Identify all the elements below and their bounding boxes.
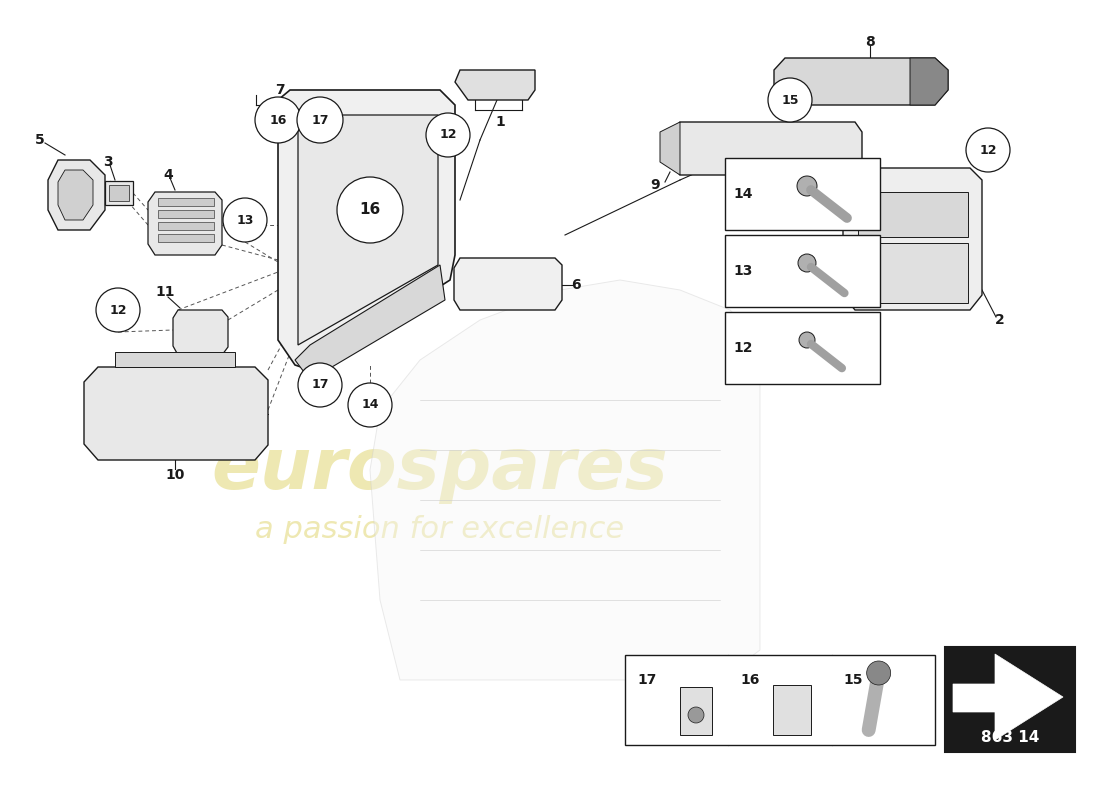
Text: 17: 17 [311,378,329,391]
Bar [858,243,968,303]
Polygon shape [278,90,455,370]
Polygon shape [84,367,268,460]
Circle shape [688,707,704,723]
Bar [680,687,712,735]
Polygon shape [173,310,228,355]
Text: 14: 14 [361,398,378,411]
Bar [158,234,214,242]
Bar [725,158,880,230]
Polygon shape [58,170,94,220]
Text: 16: 16 [270,114,287,126]
Bar [109,185,129,201]
Polygon shape [370,280,760,680]
Polygon shape [843,168,982,310]
Text: 4: 4 [163,168,173,182]
Circle shape [255,97,301,143]
Bar [773,685,812,735]
Text: 3: 3 [103,155,113,169]
Text: 13: 13 [734,264,752,278]
Text: 15: 15 [781,94,799,106]
Polygon shape [298,115,438,345]
Circle shape [798,254,816,272]
Text: 17: 17 [311,114,329,126]
Text: 2: 2 [996,313,1005,327]
Text: 8: 8 [865,35,874,49]
Text: 9: 9 [650,178,660,192]
Text: 10: 10 [165,468,185,482]
Polygon shape [660,122,680,175]
Circle shape [297,97,343,143]
Polygon shape [670,122,862,175]
Text: 12: 12 [109,303,126,317]
Circle shape [798,176,817,196]
Polygon shape [295,265,446,380]
Bar [725,235,880,307]
Polygon shape [455,70,535,100]
Text: 12: 12 [979,143,997,157]
Bar [158,198,214,206]
Circle shape [426,113,470,157]
Bar [158,222,214,230]
Polygon shape [454,258,562,310]
Circle shape [966,128,1010,172]
Text: 5: 5 [35,133,45,147]
Text: a passion for excellence: a passion for excellence [255,515,625,545]
Polygon shape [774,58,948,105]
Text: 12: 12 [439,129,456,142]
Polygon shape [48,160,104,230]
Circle shape [96,288,140,332]
Text: 15: 15 [844,674,864,687]
Bar [116,352,235,367]
Circle shape [337,177,403,243]
Text: 16: 16 [740,674,760,687]
Circle shape [867,661,891,685]
Text: 7: 7 [275,83,285,97]
Bar [158,210,214,218]
Polygon shape [953,654,1063,740]
Circle shape [223,198,267,242]
Polygon shape [148,192,222,255]
Text: 6: 6 [571,278,581,292]
Bar [945,647,1075,752]
Text: 17: 17 [637,674,657,687]
Circle shape [768,78,812,122]
Text: eurospares: eurospares [211,435,669,505]
Bar [858,192,968,237]
Text: 16: 16 [360,202,381,218]
Text: 13: 13 [236,214,254,226]
Circle shape [799,332,815,348]
Text: 12: 12 [734,341,752,355]
Text: 11: 11 [155,285,175,299]
Polygon shape [910,58,948,105]
Bar [725,312,880,384]
Circle shape [348,383,392,427]
Text: 14: 14 [734,187,752,201]
Text: 1: 1 [495,115,505,129]
Bar [104,181,133,205]
Text: 863 14: 863 14 [981,730,1040,745]
Bar [625,655,935,745]
Circle shape [298,363,342,407]
